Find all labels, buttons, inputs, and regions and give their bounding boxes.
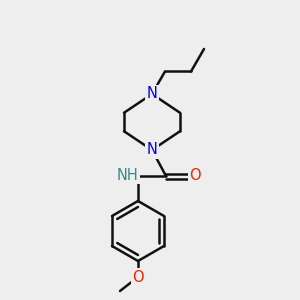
Text: O: O xyxy=(132,269,144,284)
Text: N: N xyxy=(147,86,158,101)
Text: NH: NH xyxy=(117,167,139,182)
Text: O: O xyxy=(189,169,201,184)
Text: N: N xyxy=(147,142,158,158)
